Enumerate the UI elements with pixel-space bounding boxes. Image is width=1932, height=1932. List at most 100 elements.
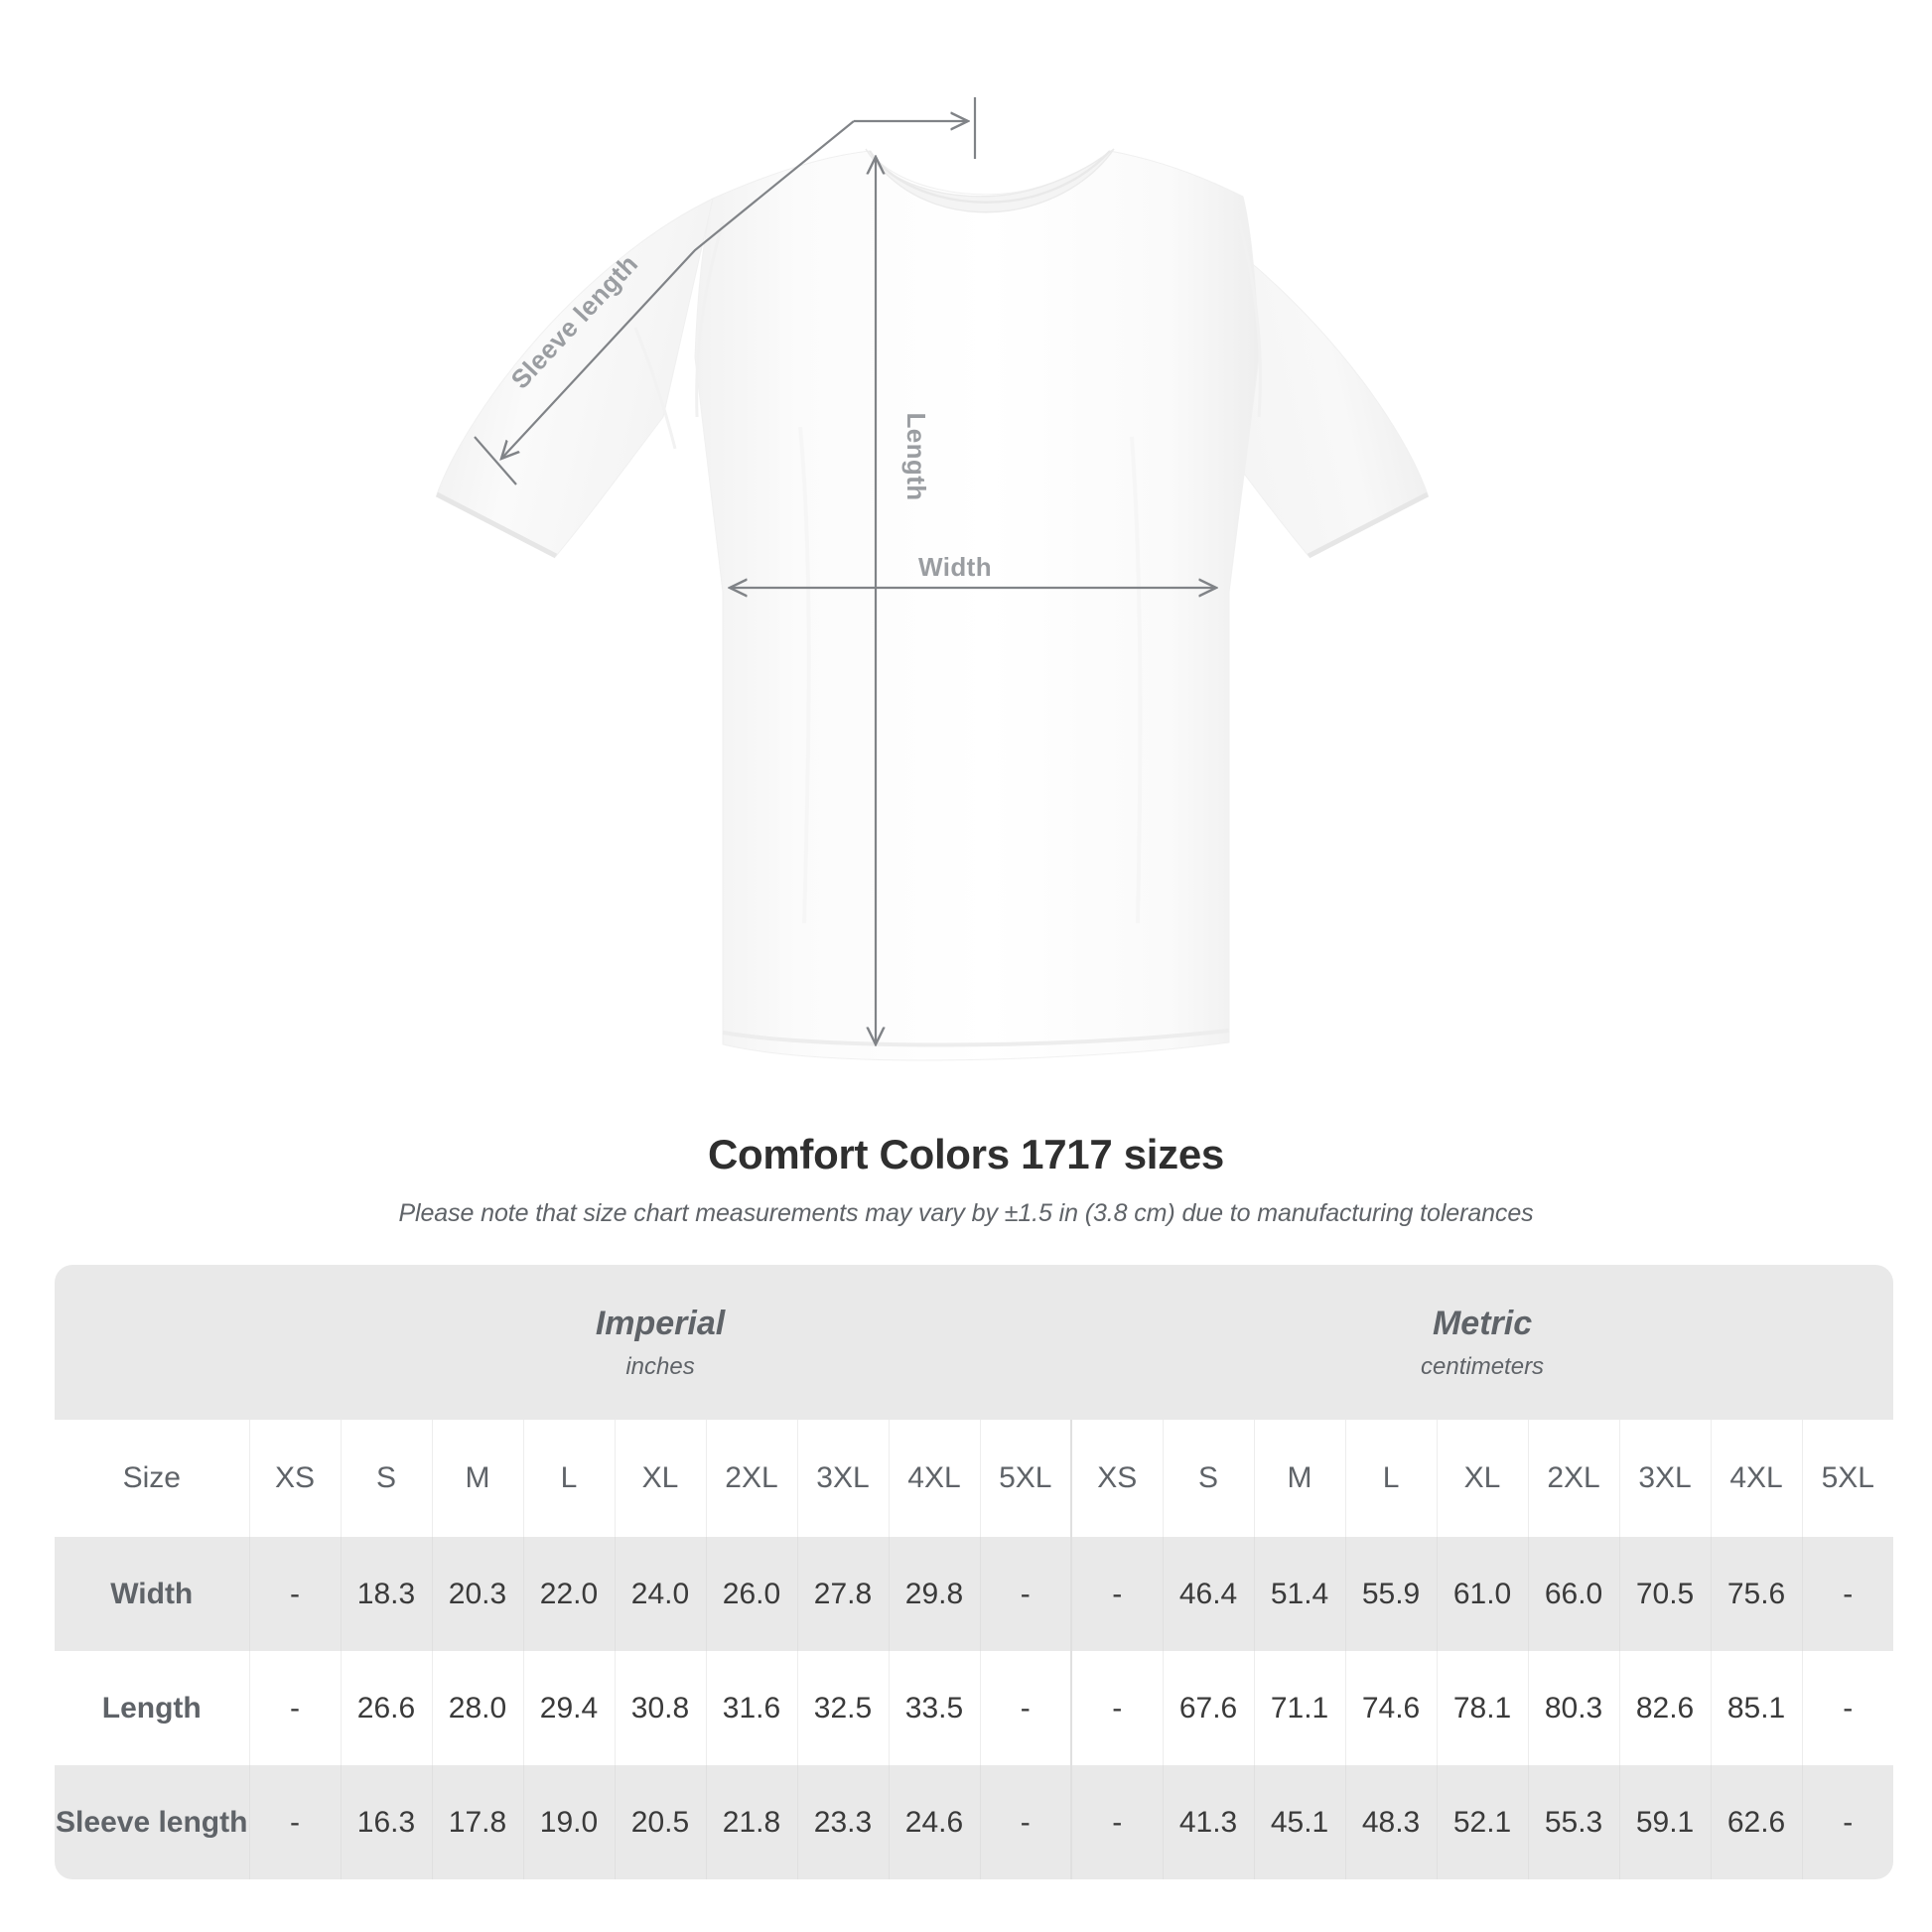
cell-width-metric-xl: 61.0 (1436, 1537, 1529, 1651)
unit-banner-imperial: Imperial inches (249, 1265, 1072, 1420)
size-header-metric-4xl: 4XL (1710, 1420, 1803, 1537)
unit-name-metric: Metric (1432, 1304, 1533, 1342)
cell-width-metric-4xl: 75.6 (1710, 1537, 1803, 1651)
length-dimension: Length (876, 157, 931, 1044)
row-label-length: Length (55, 1651, 249, 1765)
cell-sleeve-imperial-4xl: 24.6 (888, 1765, 980, 1879)
cell-length-metric-s: 67.6 (1162, 1651, 1255, 1765)
cell-width-metric-s: 46.4 (1162, 1537, 1255, 1651)
size-header-metric-m: M (1253, 1420, 1346, 1537)
cell-width-imperial-xl: 24.0 (614, 1537, 706, 1651)
cell-length-metric-xs: - (1070, 1651, 1164, 1765)
cell-sleeve-metric-xs: - (1070, 1765, 1164, 1879)
cell-sleeve-metric-3xl: 59.1 (1618, 1765, 1712, 1879)
unit-banner-metric: Metric centimeters (1071, 1265, 1894, 1420)
cell-sleeve-imperial-m: 17.8 (431, 1765, 523, 1879)
cell-sleeve-metric-xl: 52.1 (1436, 1765, 1529, 1879)
cell-width-metric-m: 51.4 (1253, 1537, 1346, 1651)
cell-sleeve-imperial-l: 19.0 (522, 1765, 615, 1879)
cell-length-metric-3xl: 82.6 (1618, 1651, 1712, 1765)
cell-length-metric-xl: 78.1 (1436, 1651, 1529, 1765)
size-header-imperial-5xl: 5XL (979, 1420, 1072, 1537)
cell-width-imperial-3xl: 27.8 (796, 1537, 889, 1651)
cell-width-metric-2xl: 66.0 (1527, 1537, 1620, 1651)
size-header-imperial-2xl: 2XL (705, 1420, 797, 1537)
size-header-metric-3xl: 3XL (1618, 1420, 1712, 1537)
table-row: Width - 18.3 20.3 22.0 24.0 26.0 27.8 29… (55, 1537, 1894, 1651)
tshirt-diagram: Sleeve length Length Width (435, 97, 1430, 1061)
cell-width-imperial-2xl: 26.0 (705, 1537, 797, 1651)
cell-width-metric-l: 55.9 (1344, 1537, 1438, 1651)
size-table: Imperial inches Metric centimeters Size … (55, 1265, 1894, 1879)
cell-sleeve-metric-l: 48.3 (1344, 1765, 1438, 1879)
title-block: Comfort Colors 1717 sizes Please note th… (0, 1131, 1932, 1228)
row-label-width: Width (55, 1537, 249, 1651)
table-row: Sleeve length - 16.3 17.8 19.0 20.5 21.8… (55, 1765, 1894, 1879)
cell-width-imperial-l: 22.0 (522, 1537, 615, 1651)
cell-length-imperial-3xl: 32.5 (796, 1651, 889, 1765)
cell-sleeve-metric-s: 41.3 (1162, 1765, 1255, 1879)
width-label: Width (918, 552, 992, 582)
cell-width-imperial-s: 18.3 (340, 1537, 432, 1651)
cell-length-metric-m: 71.1 (1253, 1651, 1346, 1765)
unit-banner-row: Imperial inches Metric centimeters (55, 1265, 1894, 1420)
cell-length-imperial-5xl: - (979, 1651, 1072, 1765)
unit-sub-metric: centimeters (1421, 1353, 1545, 1381)
unit-sub-imperial: inches (625, 1353, 695, 1381)
cell-length-imperial-4xl: 33.5 (888, 1651, 980, 1765)
row-label-sleeve-length: Sleeve length (55, 1765, 249, 1879)
page-subtitle: Please note that size chart measurements… (398, 1199, 1534, 1228)
tshirt-illustration (435, 148, 1430, 1061)
cell-width-imperial-4xl: 29.8 (888, 1537, 980, 1651)
size-header-imperial-s: S (340, 1420, 432, 1537)
cell-width-metric-3xl: 70.5 (1618, 1537, 1712, 1651)
cell-width-imperial-m: 20.3 (431, 1537, 523, 1651)
cell-length-imperial-2xl: 31.6 (705, 1651, 797, 1765)
size-header-imperial-xl: XL (614, 1420, 706, 1537)
size-header-metric-xl: XL (1436, 1420, 1529, 1537)
cell-sleeve-metric-5xl: - (1801, 1765, 1894, 1879)
cell-sleeve-metric-4xl: 62.6 (1710, 1765, 1803, 1879)
size-header-imperial-xs: XS (248, 1420, 341, 1537)
cell-sleeve-imperial-xl: 20.5 (614, 1765, 706, 1879)
size-header-imperial-m: M (431, 1420, 523, 1537)
size-header-imperial-3xl: 3XL (796, 1420, 889, 1537)
size-header-metric-2xl: 2XL (1527, 1420, 1620, 1537)
cell-sleeve-imperial-xs: - (248, 1765, 341, 1879)
cell-length-imperial-m: 28.0 (431, 1651, 523, 1765)
size-header-metric-l: L (1344, 1420, 1438, 1537)
cell-width-metric-xs: - (1070, 1537, 1164, 1651)
size-header-imperial-l: L (522, 1420, 615, 1537)
cell-sleeve-imperial-3xl: 23.3 (796, 1765, 889, 1879)
unit-banner-spacer (55, 1265, 249, 1420)
size-header-metric-5xl: 5XL (1801, 1420, 1894, 1537)
size-header-label: Size (55, 1420, 249, 1537)
size-header-row: Size XS S M L XL 2XL 3XL 4XL 5XL XS S M … (55, 1420, 1894, 1537)
cell-sleeve-metric-2xl: 55.3 (1527, 1765, 1620, 1879)
width-dimension: Width (730, 552, 1216, 588)
table-row: Length - 26.6 28.0 29.4 30.8 31.6 32.5 3… (55, 1651, 1894, 1765)
cell-length-metric-2xl: 80.3 (1527, 1651, 1620, 1765)
cell-length-imperial-l: 29.4 (522, 1651, 615, 1765)
page-title: Comfort Colors 1717 sizes (707, 1131, 1224, 1177)
cell-length-metric-4xl: 85.1 (1710, 1651, 1803, 1765)
size-header-metric-s: S (1162, 1420, 1255, 1537)
cell-width-imperial-5xl: - (979, 1537, 1072, 1651)
cell-sleeve-metric-m: 45.1 (1253, 1765, 1346, 1879)
cell-sleeve-imperial-2xl: 21.8 (705, 1765, 797, 1879)
size-header-imperial-4xl: 4XL (888, 1420, 980, 1537)
length-label: Length (901, 412, 931, 500)
cell-length-imperial-xs: - (248, 1651, 341, 1765)
cell-width-metric-5xl: - (1801, 1537, 1894, 1651)
cell-length-imperial-xl: 30.8 (614, 1651, 706, 1765)
cell-length-metric-l: 74.6 (1344, 1651, 1438, 1765)
size-header-metric-xs: XS (1070, 1420, 1164, 1537)
cell-sleeve-imperial-5xl: - (979, 1765, 1072, 1879)
cell-length-metric-5xl: - (1801, 1651, 1894, 1765)
unit-name-imperial: Imperial (595, 1304, 726, 1342)
cell-length-imperial-s: 26.6 (340, 1651, 432, 1765)
cell-width-imperial-xs: - (248, 1537, 341, 1651)
size-table-wrap: Imperial inches Metric centimeters Size … (55, 1265, 1894, 1879)
cell-sleeve-imperial-s: 16.3 (340, 1765, 432, 1879)
